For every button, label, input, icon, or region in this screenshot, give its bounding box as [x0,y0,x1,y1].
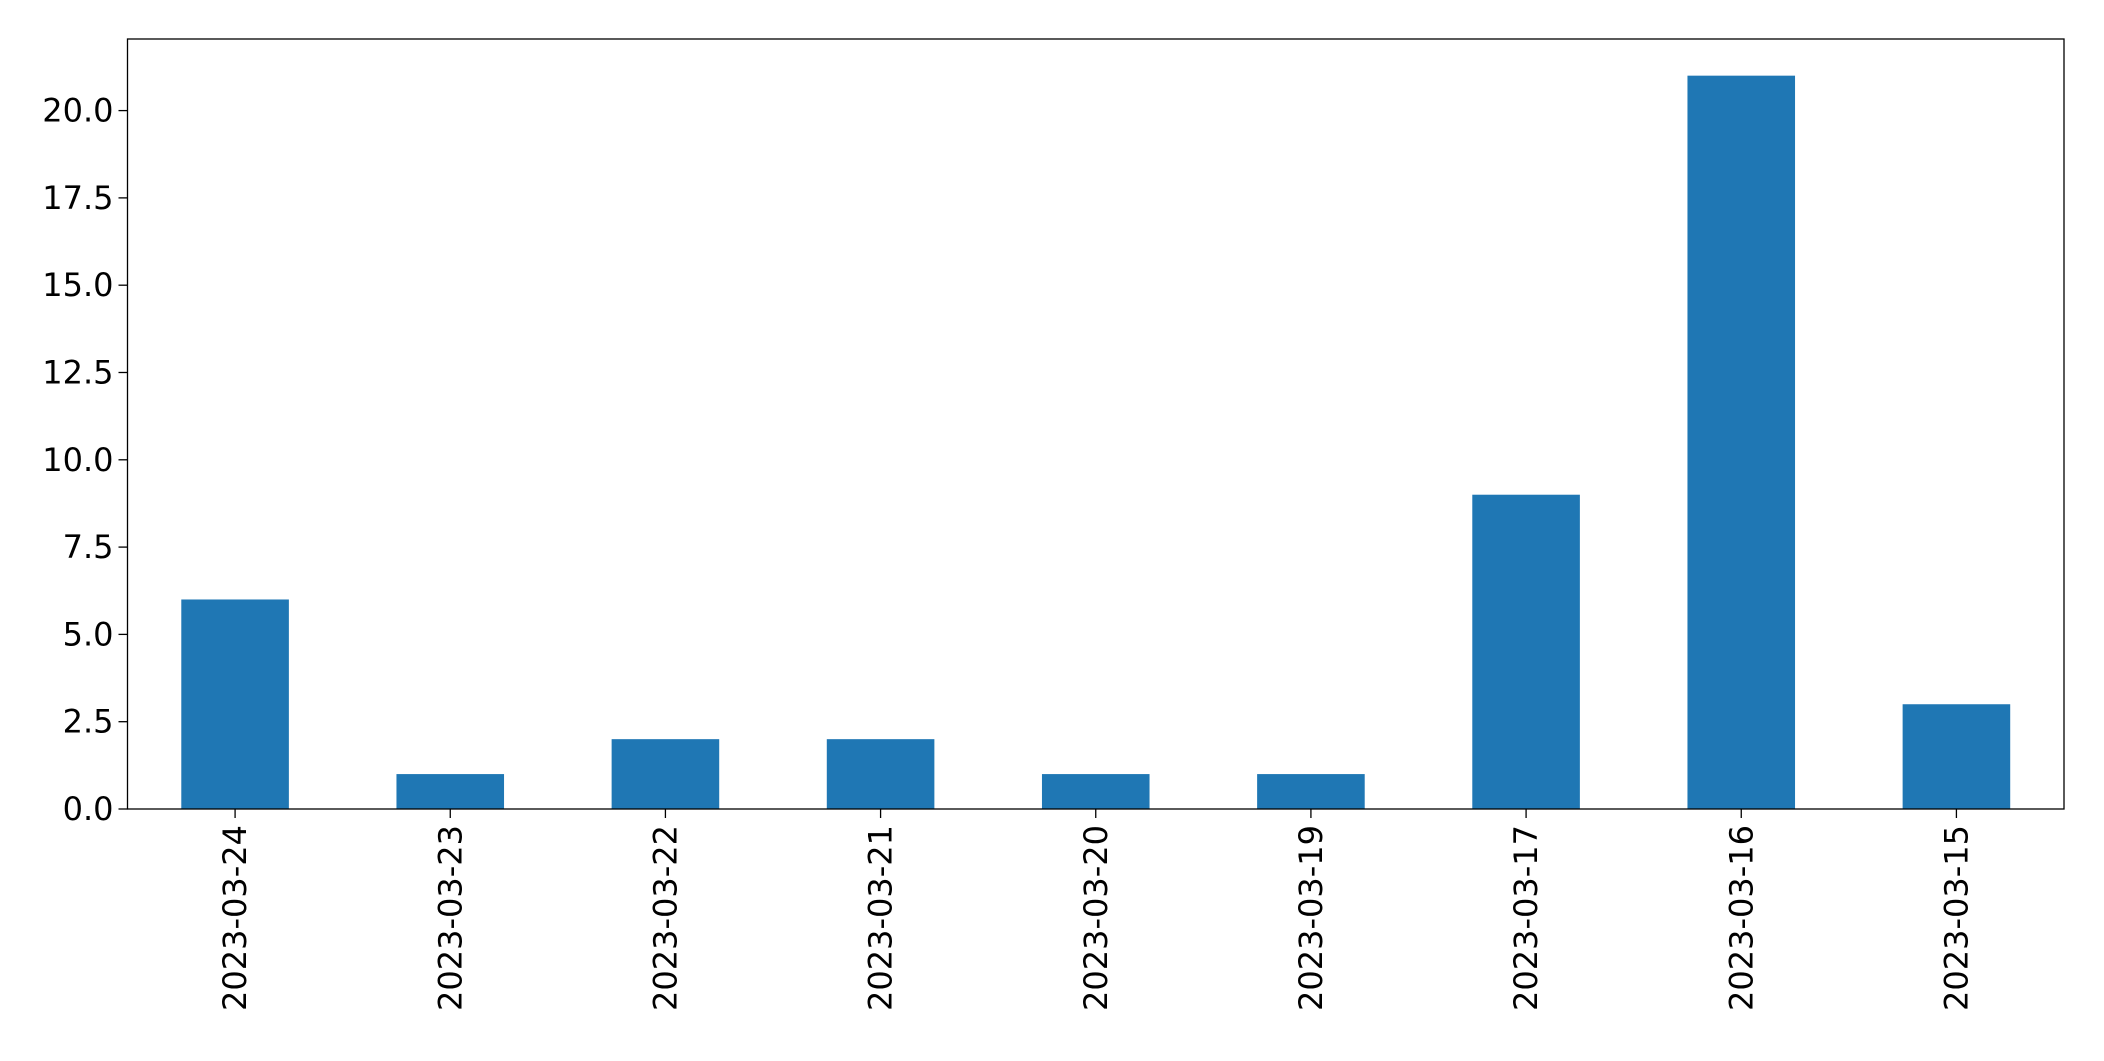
bar [611,739,720,809]
x-tick-label: 2023-03-17 [1507,825,1545,1011]
bar [826,739,935,809]
x-tick-label: 2023-03-23 [431,825,469,1011]
y-tick-label: 20.0 [42,92,113,130]
y-tick-label: 10.0 [42,441,113,479]
plot-frame [126,38,2065,810]
y-tick-label: 15.0 [42,266,113,304]
x-tick-label: 2023-03-24 [216,825,254,1011]
y-tick-label: 0.0 [63,790,114,828]
y-tick-label: 12.5 [42,353,113,391]
bar [396,774,505,809]
x-tick-label: 2023-03-20 [1077,825,1115,1011]
bar [1687,75,1796,809]
bar [181,599,289,809]
y-tick-label: 2.5 [63,703,114,741]
y-tick-label: 7.5 [63,528,114,566]
x-tick-label: 2023-03-19 [1292,825,1330,1011]
x-tick-label: 2023-03-22 [646,825,684,1011]
bar [1472,494,1580,809]
x-tick-label: 2023-03-16 [1722,825,1760,1011]
bar [1041,774,1150,809]
bar [1257,774,1365,809]
y-tick-label: 5.0 [63,615,114,653]
x-tick-label: 2023-03-21 [862,825,900,1011]
bar [1902,704,2011,809]
x-tick-label: 2023-03-15 [1937,825,1975,1011]
y-tick-label: 17.5 [42,179,113,217]
